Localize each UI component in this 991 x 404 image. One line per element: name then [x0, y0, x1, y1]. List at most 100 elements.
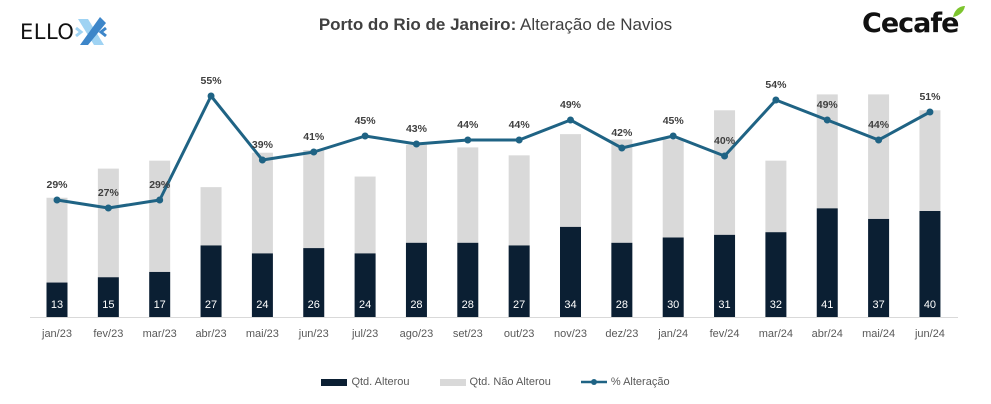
pct-data-label: 45%	[663, 115, 685, 127]
bar-nao-alterou	[611, 139, 633, 243]
chart-title: Porto do Rio de Janeiro: Alteração de Na…	[0, 15, 991, 35]
x-tick-label: mai/24	[862, 328, 895, 340]
bar-alterou	[303, 248, 325, 317]
bar-alterou	[251, 253, 273, 317]
pct-marker	[772, 96, 780, 104]
pct-data-label: 39%	[252, 139, 274, 151]
bar-alterou	[46, 282, 68, 317]
legend: Qtd. Alterou Qtd. Não Alterou % Alteraçã…	[0, 376, 991, 388]
pct-data-label: 44%	[457, 119, 479, 131]
pct-data-label: 40%	[714, 135, 736, 147]
bar-value-label: 15	[102, 299, 114, 311]
bar-value-label: 34	[564, 299, 576, 311]
pct-marker	[464, 136, 472, 144]
pct-data-label: 41%	[303, 131, 325, 143]
bar-alterou	[405, 242, 427, 317]
chart-area: 13 jan/23 15 fev/23 17 mar/23 27 abr/23 24 mai/23…	[30, 75, 958, 340]
bar-nao-alterou	[662, 139, 684, 238]
bar-value-label: 30	[667, 299, 679, 311]
pct-data-label: 44%	[868, 119, 890, 131]
bar-nao-alterou	[405, 144, 427, 243]
cecafe-logo: Cecafe	[862, 6, 966, 40]
leaf-icon	[953, 6, 966, 17]
legend-label-alterou: Qtd. Alterou	[351, 376, 410, 388]
bar-value-label: 31	[718, 299, 730, 311]
x-tick-label: nov/23	[554, 328, 587, 340]
bar-value-label: 26	[308, 299, 320, 311]
pct-marker	[104, 204, 112, 212]
pct-data-label: 45%	[355, 115, 377, 127]
bar-nao-alterou	[46, 197, 68, 283]
ello-logo-text: ELLO	[20, 20, 75, 44]
legend-item-pct: % Alteração	[580, 376, 670, 388]
bar-value-label: 37	[872, 299, 884, 311]
legend-label-nao-alterou: Qtd. Não Alterou	[469, 376, 551, 388]
cecafe-logo-text: Cecafe	[862, 7, 959, 39]
pct-marker	[156, 196, 164, 204]
chart-title-bold: Porto do Rio de Janeiro:	[318, 15, 517, 34]
pct-data-label: 49%	[560, 99, 582, 111]
legend-line-marker	[580, 379, 607, 385]
bar-value-label: 13	[51, 299, 63, 311]
bar-alterou	[868, 218, 890, 317]
x-tick-label: abr/24	[812, 328, 843, 340]
bar-alterou	[354, 253, 376, 317]
x-tick-label: jan/24	[657, 328, 688, 340]
bar-nao-alterou	[816, 94, 838, 209]
legend-label-pct: % Alteração	[610, 376, 670, 388]
pct-data-label: 54%	[765, 79, 787, 91]
bar-nao-alterou	[560, 134, 581, 227]
x-tick-label: mar/23	[143, 328, 177, 340]
bar-value-label: 27	[205, 299, 217, 311]
pct-data-label: 29%	[46, 179, 68, 191]
bar-value-label: 24	[256, 299, 268, 311]
bar-alterou	[508, 245, 530, 317]
pct-marker	[618, 144, 626, 152]
ello-x-icon	[75, 17, 108, 45]
x-tick-label: jun/23	[298, 328, 329, 340]
pct-data-label: 49%	[817, 99, 839, 111]
pct-line	[56, 94, 931, 210]
pct-data-label: 43%	[406, 123, 428, 135]
pct-data-label: 42%	[611, 127, 633, 139]
legend-swatch-nao-alterou	[439, 378, 466, 386]
x-tick-label: mar/24	[759, 328, 793, 340]
bar-alterou	[149, 271, 171, 317]
bar-nao-alterou	[714, 110, 736, 235]
pct-marker	[310, 148, 318, 156]
bar-nao-alterou	[251, 152, 273, 254]
x-tick-label: jul/23	[351, 328, 378, 340]
pct-data-label: 55%	[201, 75, 223, 87]
pct-data-label: 27%	[98, 187, 120, 199]
bar-value-label: 28	[410, 299, 422, 311]
pct-marker	[567, 116, 574, 124]
x-tick-label: fev/23	[93, 328, 123, 340]
pct-marker	[721, 152, 729, 160]
pct-marker	[875, 136, 883, 144]
bar-alterou	[560, 226, 581, 317]
bar-alterou	[97, 277, 119, 317]
x-tick-label: dez/23	[605, 328, 638, 340]
bar-nao-alterou	[868, 94, 890, 219]
bar-value-label: 27	[513, 299, 525, 311]
bar-alterou	[200, 245, 222, 317]
x-tick-label: jun/24	[914, 328, 945, 340]
pct-data-label: 29%	[149, 179, 171, 191]
bar-value-label: 40	[924, 299, 936, 311]
x-tick-label: out/23	[504, 328, 535, 340]
legend-item-alterou: Qtd. Alterou	[321, 376, 410, 388]
chart-title-rest: Alteração de Navios	[516, 15, 673, 34]
bar-alterou	[714, 234, 736, 317]
pct-marker	[926, 108, 934, 116]
bar-value-label: 32	[770, 299, 782, 311]
bar-nao-alterou	[765, 160, 787, 233]
bar-alterou	[457, 242, 479, 317]
bar-value-label: 17	[154, 299, 166, 311]
bar-nao-alterou	[200, 187, 222, 246]
legend-item-nao-alterou: Qtd. Não Alterou	[439, 376, 551, 388]
bar-nao-alterou	[149, 160, 171, 272]
pct-data-label: 44%	[509, 119, 531, 131]
bar-nao-alterou	[457, 147, 479, 243]
bar-value-label: 24	[359, 299, 371, 311]
bar-nao-alterou	[303, 150, 325, 249]
